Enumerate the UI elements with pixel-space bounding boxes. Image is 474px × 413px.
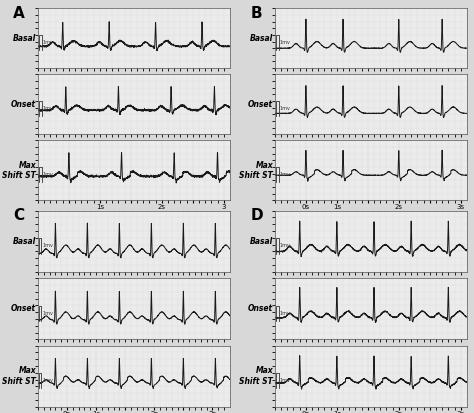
Text: A: A	[13, 6, 25, 21]
Text: 1mv: 1mv	[42, 311, 53, 316]
Text: 1mv: 1mv	[279, 106, 290, 111]
Text: 1mv: 1mv	[42, 243, 53, 248]
Text: 1mv: 1mv	[42, 40, 53, 45]
Text: Onset: Onset	[248, 100, 273, 109]
Text: 1mv: 1mv	[279, 311, 290, 316]
Text: Basal: Basal	[250, 237, 273, 246]
Text: Max
Shift ST: Max Shift ST	[2, 366, 36, 386]
Text: 1mv: 1mv	[279, 172, 290, 177]
Text: Max
Shift ST: Max Shift ST	[239, 161, 273, 180]
Text: C: C	[13, 208, 24, 223]
Text: 1mv: 1mv	[279, 243, 290, 248]
Text: 1mv: 1mv	[42, 172, 53, 177]
Text: Onset: Onset	[11, 304, 36, 313]
Text: B: B	[250, 6, 262, 21]
Text: 1mv: 1mv	[42, 378, 53, 383]
Text: D: D	[250, 208, 263, 223]
Text: Max
Shift ST: Max Shift ST	[239, 366, 273, 386]
Text: Onset: Onset	[11, 100, 36, 109]
Text: Max
Shift ST: Max Shift ST	[2, 161, 36, 180]
Text: Onset: Onset	[248, 304, 273, 313]
Text: Basal: Basal	[13, 237, 36, 246]
Text: Basal: Basal	[13, 34, 36, 43]
Text: 1mv: 1mv	[42, 106, 53, 111]
Text: Basal: Basal	[250, 34, 273, 43]
Text: 1mv: 1mv	[279, 378, 290, 383]
Text: 1mv: 1mv	[279, 40, 290, 45]
